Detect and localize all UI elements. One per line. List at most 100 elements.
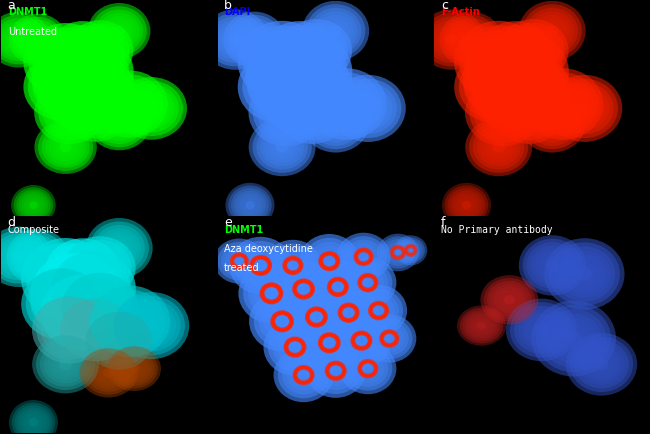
Ellipse shape	[38, 85, 101, 140]
Ellipse shape	[474, 87, 532, 138]
Ellipse shape	[291, 88, 307, 103]
Ellipse shape	[459, 26, 538, 97]
Ellipse shape	[114, 352, 155, 386]
Ellipse shape	[326, 115, 346, 132]
Ellipse shape	[237, 193, 263, 217]
Ellipse shape	[330, 25, 342, 37]
Ellipse shape	[75, 89, 90, 102]
Ellipse shape	[556, 322, 592, 355]
Ellipse shape	[465, 34, 476, 45]
Ellipse shape	[546, 314, 601, 363]
Ellipse shape	[497, 289, 521, 310]
Ellipse shape	[518, 65, 535, 79]
Ellipse shape	[335, 301, 361, 324]
Ellipse shape	[114, 292, 189, 359]
Ellipse shape	[513, 71, 553, 107]
Ellipse shape	[99, 294, 161, 349]
Ellipse shape	[469, 83, 536, 142]
Ellipse shape	[54, 316, 86, 344]
Ellipse shape	[252, 63, 304, 110]
Ellipse shape	[0, 233, 44, 280]
Ellipse shape	[554, 247, 616, 302]
Ellipse shape	[246, 36, 340, 121]
Ellipse shape	[309, 44, 323, 56]
Ellipse shape	[111, 349, 158, 388]
Ellipse shape	[53, 49, 79, 73]
Ellipse shape	[504, 295, 515, 305]
Ellipse shape	[32, 251, 44, 262]
Ellipse shape	[450, 191, 482, 220]
Ellipse shape	[277, 331, 313, 363]
Ellipse shape	[35, 258, 118, 333]
Ellipse shape	[532, 76, 594, 132]
Ellipse shape	[33, 32, 98, 90]
Ellipse shape	[482, 95, 523, 131]
Ellipse shape	[49, 133, 83, 161]
Ellipse shape	[238, 51, 318, 123]
Ellipse shape	[282, 356, 325, 395]
Ellipse shape	[317, 250, 342, 273]
Ellipse shape	[281, 269, 326, 309]
Ellipse shape	[32, 38, 121, 118]
Ellipse shape	[469, 35, 528, 87]
Ellipse shape	[126, 362, 142, 375]
Ellipse shape	[268, 49, 296, 73]
Ellipse shape	[287, 44, 311, 65]
Ellipse shape	[480, 132, 517, 163]
Ellipse shape	[272, 327, 317, 368]
Ellipse shape	[292, 67, 341, 111]
Ellipse shape	[330, 89, 363, 119]
Ellipse shape	[307, 309, 326, 325]
Ellipse shape	[50, 283, 115, 342]
Ellipse shape	[541, 85, 584, 123]
Ellipse shape	[570, 337, 633, 392]
Ellipse shape	[144, 319, 159, 332]
Ellipse shape	[549, 242, 620, 306]
Ellipse shape	[578, 344, 625, 385]
Ellipse shape	[45, 238, 121, 306]
Ellipse shape	[66, 87, 125, 138]
Ellipse shape	[506, 299, 577, 361]
Ellipse shape	[395, 235, 427, 265]
Ellipse shape	[314, 11, 358, 51]
Ellipse shape	[445, 34, 458, 46]
Ellipse shape	[320, 335, 338, 351]
Ellipse shape	[89, 107, 102, 118]
Ellipse shape	[79, 349, 137, 398]
Ellipse shape	[534, 15, 570, 47]
Text: Aza deoxycytidine: Aza deoxycytidine	[224, 244, 313, 254]
Ellipse shape	[59, 359, 72, 370]
Ellipse shape	[500, 70, 518, 86]
Ellipse shape	[519, 235, 586, 296]
Ellipse shape	[93, 83, 107, 95]
Ellipse shape	[74, 27, 125, 73]
Ellipse shape	[445, 185, 488, 225]
Ellipse shape	[352, 354, 384, 383]
Ellipse shape	[263, 304, 301, 339]
Ellipse shape	[478, 21, 554, 88]
Ellipse shape	[84, 76, 115, 102]
Ellipse shape	[310, 348, 361, 394]
Ellipse shape	[106, 112, 133, 135]
Ellipse shape	[523, 68, 603, 140]
Ellipse shape	[96, 74, 163, 134]
Ellipse shape	[297, 33, 335, 67]
Ellipse shape	[366, 318, 413, 359]
Ellipse shape	[343, 261, 393, 305]
Ellipse shape	[26, 273, 97, 336]
Ellipse shape	[71, 269, 116, 309]
Ellipse shape	[268, 34, 352, 110]
Ellipse shape	[68, 287, 85, 304]
Ellipse shape	[109, 302, 151, 341]
Ellipse shape	[572, 263, 597, 285]
Ellipse shape	[508, 56, 545, 88]
Ellipse shape	[293, 30, 340, 71]
Ellipse shape	[25, 245, 51, 269]
Ellipse shape	[58, 319, 81, 340]
Ellipse shape	[262, 62, 337, 129]
Ellipse shape	[574, 340, 629, 388]
Ellipse shape	[322, 111, 350, 136]
Ellipse shape	[268, 243, 317, 287]
Ellipse shape	[297, 99, 327, 126]
Ellipse shape	[18, 408, 49, 434]
